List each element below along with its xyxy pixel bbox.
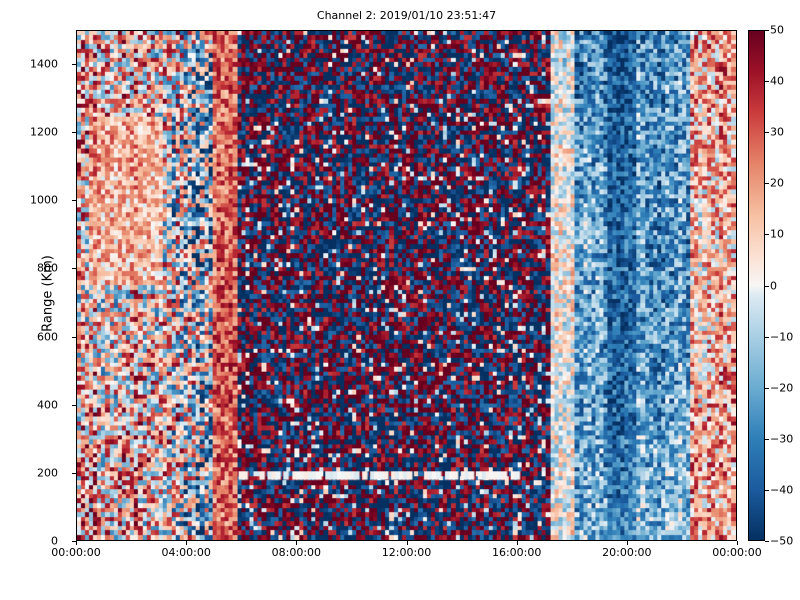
colorbar-tick-label: 10 — [770, 227, 784, 241]
x-axis-tick-mark — [516, 541, 518, 545]
colorbar-tick-label: 0 — [770, 279, 777, 292]
y-axis-tick-label: 200 — [37, 466, 58, 480]
colorbar-tick-label: −50 — [770, 534, 794, 548]
y-axis-tick-mark — [72, 472, 76, 474]
colorbar-tick-label: 50 — [770, 23, 784, 37]
y-axis-tick-label: 1000 — [30, 193, 58, 207]
colorbar-tick-mark — [765, 234, 769, 236]
y-axis-tick-label: 1200 — [30, 125, 58, 139]
x-axis-tick-label: 04:00:00 — [161, 546, 211, 559]
colorbar[interactable] — [748, 30, 765, 541]
heatmap-image[interactable] — [77, 31, 736, 540]
y-axis-tick-label: 400 — [37, 398, 58, 412]
colorbar-tick-label: −40 — [770, 483, 794, 497]
y-axis-tick-mark — [72, 64, 76, 66]
heatmap-axes[interactable] — [76, 30, 737, 541]
colorbar-tick-mark — [765, 285, 769, 287]
colorbar-tick-mark — [765, 183, 769, 185]
x-axis-tick-label: 20:00:00 — [602, 546, 652, 559]
colorbar-tick-mark — [765, 81, 769, 83]
y-axis-tick-label: 1400 — [30, 57, 58, 71]
colorbar-tick-label: 40 — [770, 74, 784, 88]
y-axis-tick-mark — [72, 404, 76, 406]
x-axis-tick-label: 08:00:00 — [271, 546, 322, 559]
y-axis-tick-mark — [72, 336, 76, 338]
page-title: Channel 2: 2019/01/10 23:51:47 — [316, 9, 497, 22]
colorbar-tick-mark — [765, 541, 769, 542]
x-axis-tick-label: 00:00:00 — [712, 546, 762, 559]
colorbar-tick-label: −10 — [770, 330, 794, 344]
y-axis-tick-label: 600 — [37, 330, 58, 344]
y-axis-tick-label: 800 — [37, 261, 58, 275]
y-axis-tick-mark — [72, 200, 76, 202]
x-axis-tick-mark — [626, 541, 628, 545]
y-axis-tick-mark — [72, 541, 76, 542]
colorbar-tick-mark — [765, 336, 769, 338]
x-axis-tick-label: 00:00:00 — [51, 546, 101, 559]
x-axis-tick-label: 16:00:00 — [491, 546, 542, 559]
colorbar-tick-label: 30 — [770, 125, 784, 139]
colorbar-tick-label: −30 — [770, 432, 794, 446]
colorbar-tick-mark — [765, 30, 769, 31]
colorbar-tick-label: −20 — [770, 381, 794, 395]
colorbar-tick-mark — [765, 387, 769, 389]
colorbar-tick-mark — [765, 489, 769, 491]
x-axis-tick-label: 12:00:00 — [381, 546, 432, 559]
x-axis-tick-mark — [76, 541, 77, 545]
x-axis-tick-mark — [737, 541, 738, 545]
colorbar-tick-mark — [765, 132, 769, 134]
colorbar-tick-label: 20 — [770, 176, 784, 190]
colorbar-tick-mark — [765, 438, 769, 440]
x-axis-tick-mark — [186, 541, 188, 545]
x-axis-tick-mark — [406, 541, 408, 545]
x-axis-tick-mark — [296, 541, 298, 545]
y-axis-tick-mark — [72, 132, 76, 134]
y-axis-tick-label: 0 — [51, 534, 58, 548]
y-axis-tick-mark — [72, 268, 76, 270]
y-axis-label: Range (Km) — [40, 255, 56, 332]
